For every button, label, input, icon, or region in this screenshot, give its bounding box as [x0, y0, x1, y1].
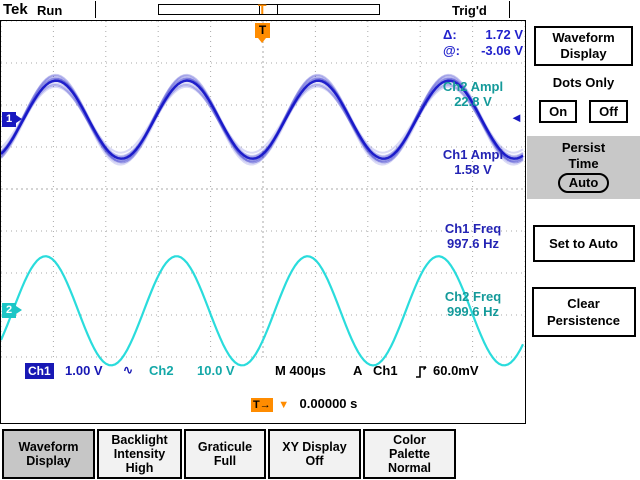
side-menu-title-line: Display	[560, 46, 607, 61]
trigger-time-icon: T→	[251, 398, 273, 412]
trigger-source: Ch1	[373, 363, 398, 378]
persist-label-line: Time	[568, 156, 599, 171]
ch1-frequency-readout: Ch1 Freq 997.6 Hz	[421, 221, 525, 251]
menu-line: Backlight	[111, 433, 168, 447]
bottom-menu-graticule[interactable]: Graticule Full	[184, 429, 266, 479]
menu-line: Intensity	[113, 447, 166, 461]
bottom-menu-xy-display[interactable]: XY Display Off	[268, 429, 361, 479]
persist-time-button[interactable]: Persist Time Auto	[527, 136, 640, 199]
ch1-coupling-icon: ∿	[123, 363, 134, 377]
measurement-label: Ch2 Ampl	[442, 79, 504, 94]
trigger-down-arrow-icon: ▼	[278, 399, 290, 411]
trigger-position-value: 0.00000 s	[299, 396, 358, 411]
rising-edge-icon	[416, 366, 427, 378]
menu-line: Graticule	[197, 440, 253, 454]
measurement-label: Ch2 Freq	[444, 289, 502, 304]
dots-only-toggle: On Off	[527, 100, 640, 123]
waveform-plot	[1, 21, 525, 367]
record-window-tick	[277, 5, 278, 14]
delta-readout: Δ: 1.72 V	[443, 27, 523, 42]
top-status-bar: Tek Run T Trig'd	[0, 0, 640, 20]
timebase-readout: M 400µs	[275, 363, 326, 378]
ch1-channel-marker: 1	[2, 112, 22, 127]
measurement-value: 22.8 V	[454, 94, 492, 109]
at-readout: @: -3.06 V	[443, 43, 523, 58]
header-divider	[509, 1, 510, 18]
trigger-level-readout: 60.0mV	[433, 363, 479, 378]
dots-only-label: Dots Only	[552, 75, 615, 90]
delta-label: Δ:	[443, 27, 457, 42]
delta-value: 1.72 V	[485, 27, 523, 42]
measurement-value: 1.58 V	[454, 162, 492, 177]
clear-persistence-line: Clear	[567, 296, 600, 311]
menu-line: Palette	[389, 447, 430, 461]
trigger-time-readout: T→ ▼ 0.00000 s	[251, 395, 358, 412]
menu-line: Display	[26, 454, 71, 468]
ch2-label: Ch2	[149, 363, 174, 378]
menu-line: Off	[305, 454, 324, 468]
side-menu-title: Waveform Display	[534, 26, 633, 66]
trigger-t-label: T	[258, 23, 267, 37]
trigger-mode: A	[353, 363, 363, 378]
measurement-value: 999.6 Hz	[446, 304, 500, 319]
bottom-menu: Waveform Display Backlight Intensity Hig…	[0, 428, 640, 480]
ch2-frequency-readout: Ch2 Freq 999.6 Hz	[421, 289, 525, 319]
ch2-amplitude-readout: Ch2 Ampl 22.8 V	[421, 79, 525, 109]
acquisition-status: Run	[37, 3, 63, 18]
bottom-menu-color-palette[interactable]: Color Palette Normal	[363, 429, 456, 479]
set-to-auto-button[interactable]: Set to Auto	[532, 225, 635, 262]
measurement-label: Ch1 Freq	[444, 221, 502, 236]
at-value: -3.06 V	[481, 43, 523, 58]
menu-line: XY Display	[282, 440, 347, 454]
measurement-value: 997.6 Hz	[446, 236, 500, 251]
menu-line: Normal	[387, 461, 432, 475]
menu-line: Color	[393, 433, 426, 447]
clear-persistence-button[interactable]: Clear Persistence	[531, 287, 636, 337]
waveform-display-area: T 1 2 ◄ Δ: 1.72 V @: -3.06 V Ch2 Ampl 22…	[0, 20, 526, 424]
ch1-scale: 1.00 V	[65, 363, 103, 378]
tek-logo: Tek	[3, 1, 28, 18]
dots-only-off-button[interactable]: Off	[589, 100, 628, 123]
side-menu: Waveform Display Dots Only On Off Persis…	[527, 20, 640, 424]
record-view-bar	[158, 4, 380, 15]
at-label: @:	[443, 43, 461, 58]
bottom-menu-backlight-intensity[interactable]: Backlight Intensity High	[97, 429, 182, 479]
channel-status-bar: Ch1 1.00 V ∿ Ch2 10.0 V M 400µs A Ch1 60…	[1, 363, 525, 381]
header-divider	[95, 1, 96, 18]
persist-label-line: Persist	[561, 140, 606, 155]
ch1-badge: Ch1	[25, 363, 54, 379]
trigger-position-indicator: T	[255, 23, 270, 43]
clear-persistence-line: Persistence	[547, 313, 620, 328]
ch2-channel-marker: 2	[2, 303, 22, 318]
trigger-position-marker-top: T	[258, 1, 267, 17]
bottom-menu-waveform-display[interactable]: Waveform Display	[2, 429, 95, 479]
menu-line: High	[125, 461, 154, 475]
dots-only-on-button[interactable]: On	[539, 100, 578, 123]
measurement-label: Ch1 Ampl	[442, 147, 504, 162]
menu-line: Full	[213, 454, 237, 468]
ch1-amplitude-readout: Ch1 Ampl 1.58 V	[421, 147, 525, 177]
side-menu-title-line: Waveform	[552, 30, 615, 45]
ch2-scale: 10.0 V	[197, 363, 235, 378]
trigger-level-marker: ◄	[510, 110, 523, 125]
trigger-status: Trig'd	[452, 3, 487, 18]
menu-line: Waveform	[18, 440, 79, 454]
record-window-tick	[259, 5, 260, 14]
persist-value-pill: Auto	[557, 173, 610, 193]
